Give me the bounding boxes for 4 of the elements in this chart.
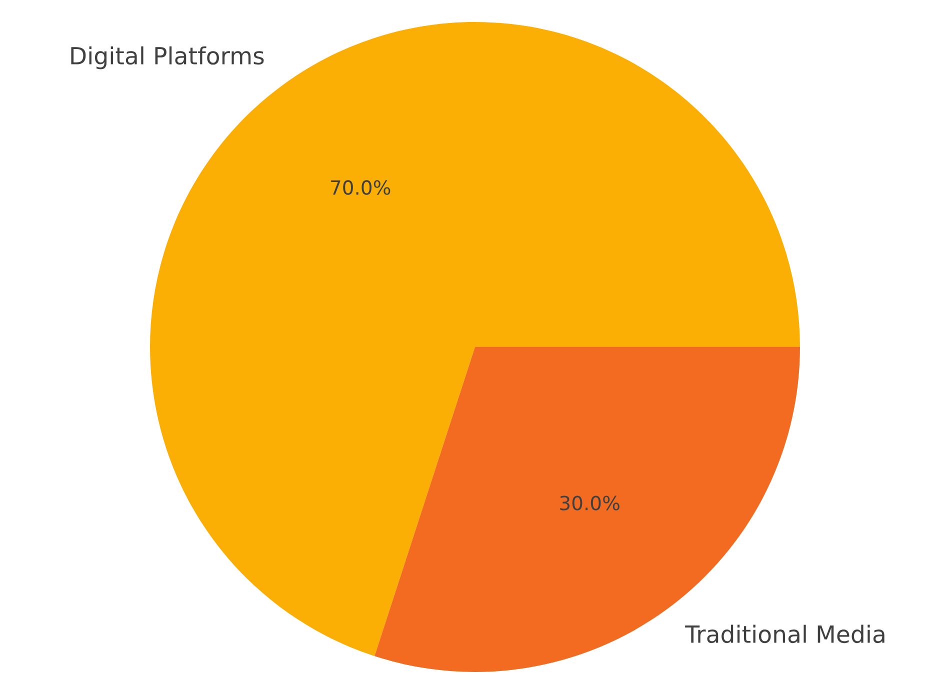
data-label: 30.0%	[560, 496, 620, 510]
slice-label: Traditional Media	[685, 624, 884, 644]
data-label: 70.0%	[331, 180, 390, 195]
slice-label: Digital Platforms	[71, 46, 264, 70]
